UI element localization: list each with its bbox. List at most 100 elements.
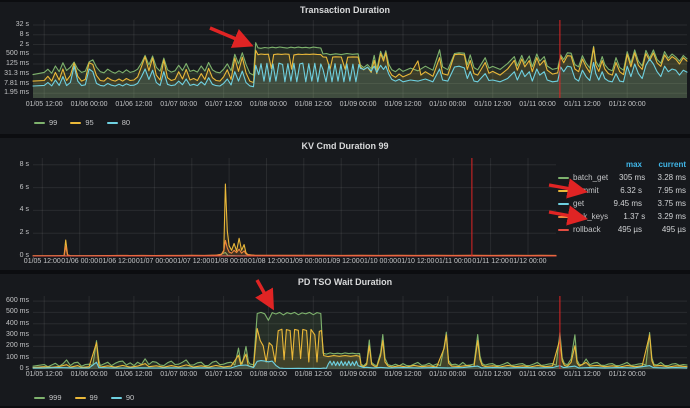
y-tick-label: 2 s: [19, 229, 29, 237]
x-tick-label: 01/07 12:00: [173, 258, 211, 265]
y-tick-label: 300 ms: [6, 331, 29, 338]
x-tick-label: 01/09 00:00: [339, 101, 377, 108]
legend-row-lock_keys[interactable]: lock_keys 1.37 s 3.29 ms: [558, 210, 686, 223]
panel-title-transaction-duration[interactable]: Transaction Duration: [299, 5, 390, 15]
legend-swatch: [558, 176, 569, 179]
legend-current-value: 3.75 ms: [657, 199, 686, 208]
y-tick-label: 4 s: [19, 206, 29, 214]
series-line-80: [32, 58, 688, 88]
x-tick-label: 01/11 00:00: [435, 258, 472, 265]
legend-label: 99: [49, 118, 58, 127]
series-line-lock_keys: [32, 239, 557, 257]
series-line-commit: [32, 183, 557, 257]
x-tick-label: 01/06 12:00: [115, 371, 153, 378]
legend-swatch: [558, 189, 569, 192]
legend-current-value: 3.28 ms: [657, 173, 686, 182]
y-tick-label: 32 s: [15, 21, 29, 28]
legend-label: 999: [49, 393, 62, 402]
x-tick-label: 01/11 00:00: [519, 101, 556, 108]
x-tick-label: 01/07 00:00: [160, 371, 198, 378]
legend-swatch: [34, 396, 45, 399]
transaction-duration-legend: 99 95 80: [34, 118, 130, 127]
legend-max-value: 1.37 s: [623, 212, 646, 221]
panel-pd-tso-wait-duration: PD TSO Wait Duration 999 99 90 01/05 12:00…: [0, 274, 690, 406]
series-line-99: [32, 42, 688, 76]
x-tick-label: 01/09 00:00: [339, 371, 377, 378]
kv-cmd-duration-chart: [32, 158, 557, 257]
legend-label: 95: [85, 118, 94, 127]
x-tick-label: 01/08 12:00: [294, 101, 332, 108]
legend-col-max: max: [625, 160, 642, 169]
x-tick-label: 01/06 00:00: [70, 101, 108, 108]
legend-item-80[interactable]: 80: [106, 118, 131, 127]
legend-max-value: 305 ms: [618, 173, 646, 182]
legend-col-current: current: [658, 160, 686, 169]
x-tick-label: 01/05 12:00: [25, 101, 63, 108]
legend-label: rollback: [573, 225, 601, 234]
panel-title-kv-cmd-duration[interactable]: KV Cmd Duration 99: [301, 141, 389, 151]
y-tick-label: 7.81 ms: [4, 79, 29, 87]
pd-tso-wait-duration-legend: 999 99 90: [34, 393, 134, 402]
y-tick-label: 2 s: [19, 40, 29, 48]
legend-row-batch_get[interactable]: batch_get 305 ms 3.28 ms: [558, 171, 686, 184]
legend-swatch: [110, 396, 122, 399]
legend-max-value: 495 µs: [617, 225, 642, 234]
x-tick-label: 01/09 00:00: [285, 258, 323, 265]
x-tick-label: 01/10 00:00: [429, 101, 467, 108]
x-tick-label: 01/07 00:00: [135, 258, 173, 265]
x-tick-label: 01/08 12:00: [248, 258, 285, 265]
legend-row-rollback[interactable]: rollback 495 µs 495 µs: [558, 223, 686, 236]
x-tick-label: 01/09 12:00: [322, 258, 360, 265]
legend-header-row: max current: [558, 158, 686, 171]
legend-row-get[interactable]: get 9.45 ms 3.75 ms: [558, 197, 686, 210]
x-tick-label: 01/12 00:00: [608, 371, 646, 378]
x-tick-label: 01/11 12:00: [564, 371, 601, 378]
legend-label: commit: [573, 186, 599, 195]
legend-swatch: [106, 121, 118, 124]
legend-label: 80: [121, 118, 131, 127]
x-tick-label: 01/06 00:00: [61, 258, 99, 265]
legend-item-999[interactable]: 999: [34, 393, 62, 402]
legend-row-commit[interactable]: commit 6.32 s 7.95 ms: [558, 184, 686, 197]
x-tick-label: 01/12 00:00: [509, 258, 547, 265]
panel-kv-cmd-duration: KV Cmd Duration 99 max current batch_get 30…: [0, 138, 690, 270]
legend-current-value: 7.95 ms: [657, 186, 686, 195]
x-tick-label: 01/08 00:00: [210, 258, 248, 265]
x-tick-label: 01/05 12:00: [25, 371, 63, 378]
x-tick-label: 01/08 00:00: [249, 371, 287, 378]
legend-item-95[interactable]: 95: [70, 118, 94, 127]
x-tick-label: 01/06 12:00: [98, 258, 136, 265]
x-tick-label: 01/09 12:00: [384, 371, 422, 378]
legend-swatch: [558, 228, 569, 231]
legend-label: lock_keys: [573, 212, 609, 221]
y-tick-label: 500 ms: [6, 50, 29, 58]
x-tick-label: 01/10 12:00: [474, 371, 512, 378]
legend-item-90[interactable]: 90: [110, 393, 134, 402]
x-tick-label: 01/10 12:00: [397, 258, 435, 265]
x-tick-label: 01/06 12:00: [115, 101, 153, 108]
x-tick-label: 01/05 12:00: [23, 258, 61, 265]
legend-label: 99: [89, 393, 98, 402]
y-tick-label: 500 ms: [6, 308, 29, 316]
y-tick-label: 0 s: [19, 252, 29, 259]
y-tick-label: 6 s: [19, 183, 29, 191]
y-tick-label: 400 ms: [6, 319, 29, 327]
x-tick-label: 01/11 12:00: [472, 258, 509, 265]
legend-item-99[interactable]: 99: [34, 118, 57, 127]
legend-item-99[interactable]: 99: [74, 393, 98, 402]
y-tick-label: 600 ms: [6, 297, 29, 305]
legend-max-value: 6.32 s: [620, 186, 642, 195]
x-tick-label: 01/07 00:00: [160, 101, 198, 108]
legend-current-value: 3.29 ms: [657, 212, 686, 221]
panel-transaction-duration: Transaction Duration 99 95 80 01/05 12:00 0…: [0, 2, 690, 134]
y-tick-label: 1.95 ms: [4, 89, 29, 97]
y-tick-label: 200 ms: [6, 342, 29, 350]
legend-max-value: 9.45 ms: [613, 199, 642, 208]
y-tick-label: 31.3 ms: [4, 69, 29, 77]
x-tick-label: 01/07 12:00: [205, 101, 243, 108]
legend-label: get: [573, 199, 585, 208]
series-line-90: [32, 360, 688, 369]
panel-title-pd-tso-wait-duration[interactable]: PD TSO Wait Duration: [297, 277, 393, 287]
legend-current-value: 495 µs: [661, 225, 686, 234]
